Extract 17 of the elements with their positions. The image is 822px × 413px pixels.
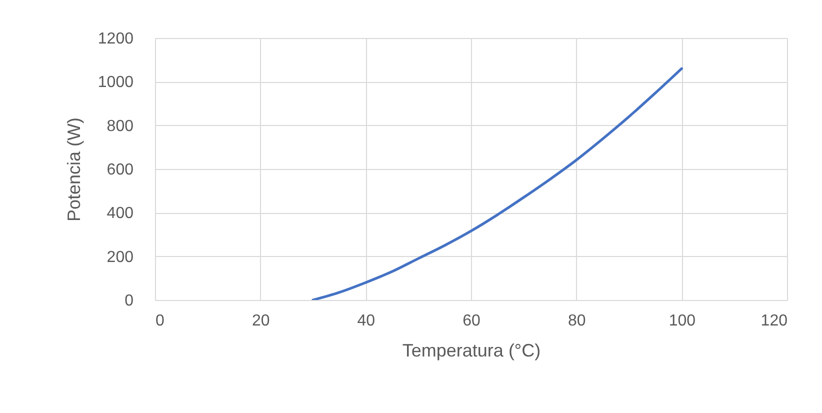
x-tick-label: 60 [462,312,480,330]
x-tick-label: 100 [668,312,696,330]
y-tick-label: 400 [106,205,134,222]
line-series [312,67,683,300]
y-tick-label: 600 [106,162,134,178]
y-tick-label: 0 [124,292,134,310]
y-tick-label: 800 [106,118,134,135]
y-tick-label: 200 [106,248,134,266]
x-axis-title: Temperatura (°C) [402,340,541,360]
x-tick-label: 120 [760,312,788,330]
x-tick-label: 20 [252,312,270,330]
x-tick-label: 0 [156,312,164,330]
y-tick-label: 1200 [98,30,134,48]
x-tick-label: 40 [357,312,376,330]
y-tick-label: 1000 [98,74,134,92]
y-axis-title: Potencia (W) [64,117,84,222]
x-tick-label: 80 [568,312,586,330]
